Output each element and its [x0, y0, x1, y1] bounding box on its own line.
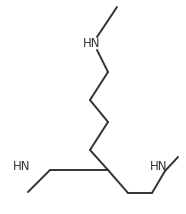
Text: HN: HN — [83, 37, 100, 49]
Text: HN: HN — [12, 160, 30, 174]
Text: HN: HN — [150, 159, 168, 172]
